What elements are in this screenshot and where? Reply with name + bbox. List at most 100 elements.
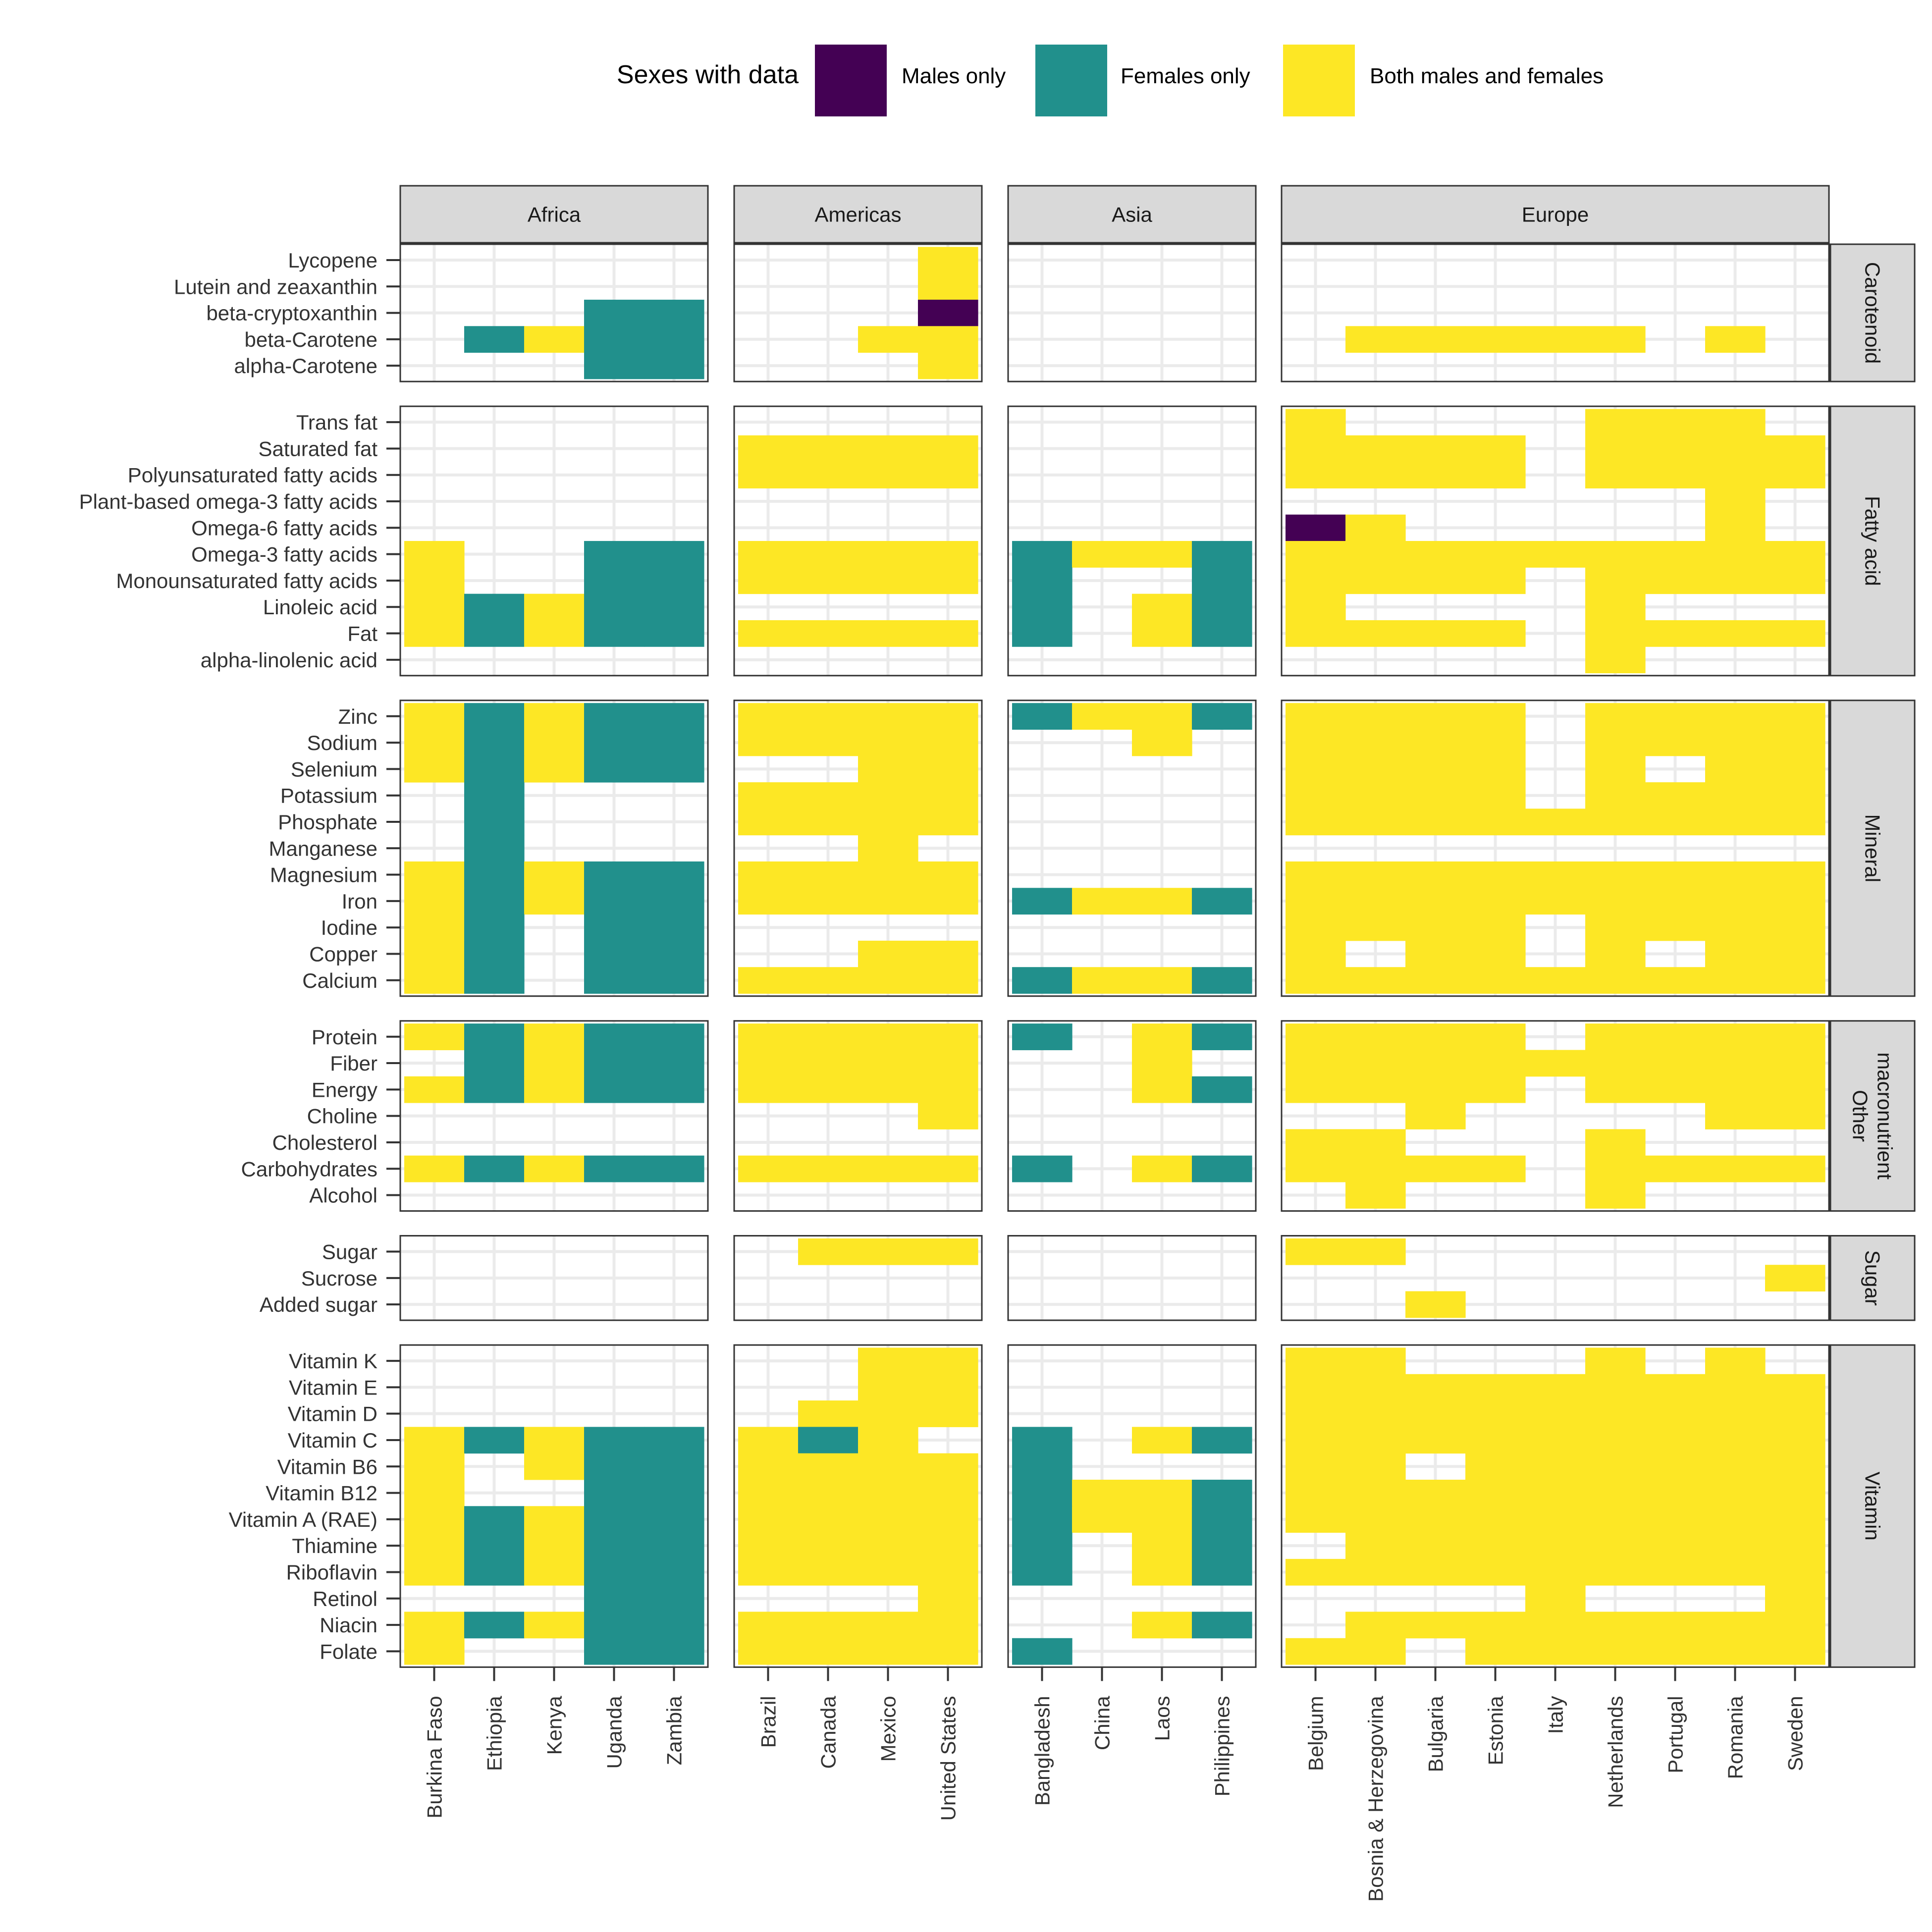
tile-ethiopia-beta-carotene bbox=[464, 326, 525, 353]
tile-burkina-faso-vitamin-c bbox=[404, 1427, 465, 1454]
tile-mexico-energy bbox=[858, 1076, 918, 1103]
tile-italy-iron bbox=[1525, 888, 1586, 915]
tile-estonia-protein bbox=[1465, 1023, 1526, 1050]
tile-sweden-riboflavin bbox=[1765, 1558, 1825, 1586]
panel-fatty-acid-asia bbox=[1007, 405, 1257, 677]
tile-italy-niacin bbox=[1525, 1611, 1586, 1639]
tile-uganda-alpha-carotene bbox=[584, 352, 644, 379]
tile-canada-monounsaturated-fatty-acids bbox=[798, 567, 859, 594]
tile-estonia-energy bbox=[1465, 1076, 1526, 1103]
tile-estonia-vitamin-d bbox=[1465, 1400, 1526, 1427]
tile-portugal-saturated-fat bbox=[1645, 435, 1706, 462]
tile-bosnia-herzegovina-thiamine bbox=[1345, 1532, 1406, 1559]
tile-laos-calcium bbox=[1132, 967, 1192, 994]
panel-border bbox=[399, 1020, 709, 1212]
tile-united-states-vitamin-b6 bbox=[918, 1453, 978, 1480]
x-tick-label-bulgaria: Bulgaria bbox=[1424, 1696, 1448, 1772]
group-strip-vitamin bbox=[1829, 1344, 1916, 1668]
tile-uganda-beta-carotene bbox=[584, 326, 644, 353]
tile-romania-zinc bbox=[1705, 703, 1766, 730]
x-tick-label-romania: Romania bbox=[1724, 1696, 1747, 1779]
tile-italy-vitamin-b12 bbox=[1525, 1479, 1586, 1506]
y-tick-label-zinc: Zinc bbox=[338, 705, 377, 728]
tile-bulgaria-iron bbox=[1405, 888, 1466, 915]
y-tick-label-linoleic-acid: Linoleic acid bbox=[263, 595, 377, 619]
tile-philippines-fat bbox=[1192, 620, 1252, 647]
tile-netherlands-magnesium bbox=[1585, 861, 1646, 888]
tile-belgium-carbohydrates bbox=[1286, 1155, 1346, 1182]
region-strip-europe bbox=[1281, 185, 1830, 244]
group-strip-sugar bbox=[1829, 1235, 1916, 1321]
tile-united-states-calcium bbox=[918, 967, 978, 994]
tile-brazil-riboflavin bbox=[738, 1558, 799, 1586]
tile-belgium-energy bbox=[1286, 1076, 1346, 1103]
tile-estonia-riboflavin bbox=[1465, 1558, 1526, 1586]
tile-canada-folate bbox=[798, 1638, 859, 1665]
y-tick-label-riboflavin: Riboflavin bbox=[286, 1560, 377, 1584]
tile-romania-folate bbox=[1705, 1638, 1766, 1665]
panel-border bbox=[1007, 405, 1257, 677]
tile-bulgaria-carbohydrates bbox=[1405, 1155, 1466, 1182]
tile-uganda-energy bbox=[584, 1076, 644, 1103]
tile-estonia-carbohydrates bbox=[1465, 1155, 1526, 1182]
legend-swatch-both-males-and-females bbox=[1283, 45, 1355, 116]
tile-romania-iron bbox=[1705, 888, 1766, 915]
group-label-mineral: Mineral bbox=[1861, 814, 1884, 882]
tile-bosnia-herzegovina-vitamin-c bbox=[1345, 1427, 1406, 1454]
tile-bosnia-herzegovina-sodium bbox=[1345, 729, 1406, 756]
tile-netherlands-energy bbox=[1585, 1076, 1646, 1103]
tile-uganda-linoleic-acid bbox=[584, 593, 644, 621]
tile-netherlands-vitamin-k bbox=[1585, 1347, 1646, 1375]
y-tick-label-alpha-carotene: alpha-Carotene bbox=[234, 354, 377, 377]
tile-bangladesh-riboflavin bbox=[1012, 1558, 1073, 1586]
tile-italy-retinol bbox=[1525, 1585, 1586, 1612]
tile-kenya-protein bbox=[524, 1023, 585, 1050]
tile-laos-protein bbox=[1132, 1023, 1192, 1050]
tile-bangladesh-iron bbox=[1012, 888, 1073, 915]
tile-burkina-faso-zinc bbox=[404, 703, 465, 730]
tile-brazil-vitamin-a-rae bbox=[738, 1506, 799, 1533]
tile-united-states-lycopene bbox=[918, 247, 978, 274]
tile-kenya-carbohydrates bbox=[524, 1155, 585, 1182]
tile-estonia-beta-carotene bbox=[1465, 326, 1526, 353]
tile-sweden-monounsaturated-fatty-acids bbox=[1765, 567, 1825, 594]
tile-estonia-copper bbox=[1465, 940, 1526, 967]
panel-mineral-americas bbox=[733, 699, 983, 997]
tile-canada-zinc bbox=[798, 703, 859, 730]
tile-italy-magnesium bbox=[1525, 861, 1586, 888]
tile-estonia-iron bbox=[1465, 888, 1526, 915]
tile-mexico-folate bbox=[858, 1638, 918, 1665]
x-tick-label-canada: Canada bbox=[817, 1696, 840, 1769]
tile-canada-calcium bbox=[798, 967, 859, 994]
tile-bangladesh-folate bbox=[1012, 1638, 1073, 1665]
tile-portugal-iodine bbox=[1645, 914, 1706, 941]
tile-uganda-iron bbox=[584, 888, 644, 915]
y-tick-label-saturated-fat: Saturated fat bbox=[259, 437, 378, 460]
tile-romania-fat bbox=[1705, 620, 1766, 647]
tile-china-omega-3-fatty-acids bbox=[1072, 541, 1132, 568]
tile-sweden-protein bbox=[1765, 1023, 1825, 1050]
tile-uganda-iodine bbox=[584, 914, 644, 941]
y-tick-label-beta-cryptoxanthin: beta-cryptoxanthin bbox=[206, 302, 377, 325]
tile-zambia-copper bbox=[644, 940, 704, 967]
tile-burkina-faso-vitamin-b12 bbox=[404, 1479, 465, 1506]
panel-border bbox=[1281, 1235, 1830, 1321]
tile-romania-vitamin-k bbox=[1705, 1347, 1766, 1375]
tile-zambia-magnesium bbox=[644, 861, 704, 888]
tile-netherlands-vitamin-a-rae bbox=[1585, 1506, 1646, 1533]
tile-bosnia-herzegovina-fat bbox=[1345, 620, 1406, 647]
tile-laos-energy bbox=[1132, 1076, 1192, 1103]
tile-united-states-carbohydrates bbox=[918, 1155, 978, 1182]
tile-estonia-fiber bbox=[1465, 1050, 1526, 1077]
x-tick-label-united-states: United States bbox=[937, 1696, 960, 1821]
tile-portugal-omega-3-fatty-acids bbox=[1645, 541, 1706, 568]
tile-belgium-saturated-fat bbox=[1286, 435, 1346, 462]
tile-united-states-beta-cryptoxanthin bbox=[918, 299, 978, 326]
tile-sweden-vitamin-e bbox=[1765, 1374, 1825, 1401]
tile-uganda-retinol bbox=[584, 1585, 644, 1612]
tile-mexico-magnesium bbox=[858, 861, 918, 888]
tile-zambia-beta-carotene bbox=[644, 326, 704, 353]
tile-zambia-protein bbox=[644, 1023, 704, 1050]
tile-estonia-folate bbox=[1465, 1638, 1526, 1665]
tile-burkina-faso-iron bbox=[404, 888, 465, 915]
